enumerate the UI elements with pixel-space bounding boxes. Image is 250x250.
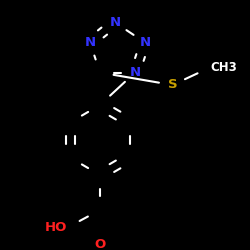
Text: N: N <box>110 16 120 29</box>
Text: HO: HO <box>45 221 68 234</box>
Text: N: N <box>140 36 150 49</box>
Text: S: S <box>168 78 177 92</box>
Text: O: O <box>94 238 106 250</box>
Text: N: N <box>130 66 140 79</box>
Text: N: N <box>84 36 96 49</box>
Text: CH3: CH3 <box>210 61 237 74</box>
